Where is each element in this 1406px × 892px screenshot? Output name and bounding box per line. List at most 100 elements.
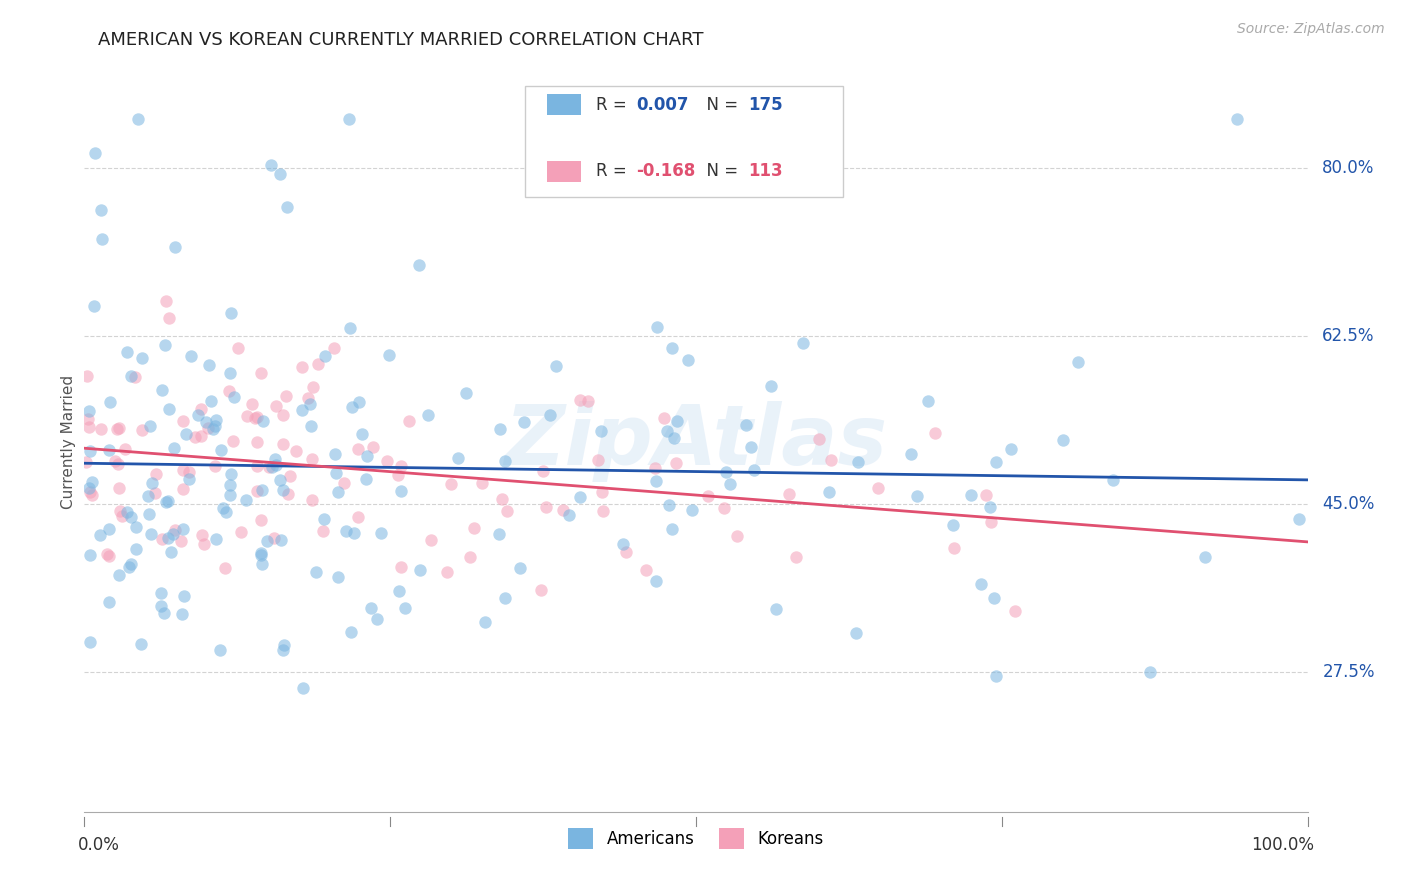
Point (389, 458, 412, 473)
Point (190, 428, 212, 442)
Point (270, 533, 292, 547)
Point (170, 607, 193, 621)
Point (120, 557, 142, 571)
Point (474, 615, 496, 629)
Point (219, 306, 242, 320)
Point (219, 366, 242, 380)
Point (333, 475, 356, 490)
Point (664, 456, 686, 470)
Text: N =: N = (696, 95, 744, 113)
Point (215, 505, 238, 519)
Point (262, 459, 284, 474)
Point (127, 112, 149, 127)
Point (291, 359, 314, 374)
Point (644, 460, 666, 475)
Point (301, 452, 323, 467)
Point (740, 440, 762, 454)
Point (1194, 550, 1216, 565)
Point (742, 463, 765, 477)
Point (79, 403, 101, 417)
Point (534, 500, 557, 514)
Text: -0.168: -0.168 (636, 162, 696, 180)
Point (98, 595, 121, 609)
Point (177, 472, 200, 486)
Point (76, 368, 98, 383)
Point (98, 522, 121, 536)
Point (90, 232, 112, 246)
Point (108, 420, 131, 434)
Point (652, 411, 675, 425)
Point (172, 415, 194, 429)
Point (197, 420, 219, 434)
Point (108, 567, 131, 582)
Point (205, 532, 228, 546)
Point (257, 460, 280, 475)
Point (408, 259, 430, 273)
Point (256, 533, 278, 548)
Point (394, 600, 416, 615)
Point (184, 430, 207, 444)
Point (136, 489, 159, 503)
Point (299, 419, 322, 434)
Point (98, 395, 121, 409)
Point (104, 453, 127, 467)
Point (110, 504, 132, 518)
Point (150, 599, 173, 614)
Point (111, 509, 134, 524)
Point (131, 351, 153, 365)
Point (339, 112, 361, 127)
Point (115, 505, 138, 519)
Point (350, 426, 373, 441)
Point (291, 402, 314, 417)
Point (118, 560, 141, 574)
Point (307, 357, 329, 371)
Point (82, 488, 104, 502)
Point (149, 586, 172, 600)
Point (301, 380, 323, 394)
Point (264, 458, 287, 473)
Point (658, 498, 681, 512)
Point (246, 435, 269, 450)
Point (326, 485, 349, 500)
Point (491, 492, 513, 507)
Point (612, 537, 634, 551)
Point (141, 476, 163, 491)
Point (718, 476, 741, 491)
Point (340, 624, 363, 639)
Point (1139, 665, 1161, 679)
Point (79, 485, 101, 500)
Point (697, 490, 720, 504)
Point (661, 342, 683, 356)
Point (986, 669, 1008, 683)
Text: 0.0%: 0.0% (79, 836, 120, 854)
Point (714, 465, 737, 479)
Point (388, 583, 411, 598)
Point (190, 401, 212, 416)
Point (155, 338, 177, 352)
Point (845, 625, 868, 640)
Point (79, 444, 101, 458)
Point (264, 399, 287, 413)
Point (145, 467, 167, 482)
Point (513, 415, 536, 429)
Point (657, 424, 679, 438)
Text: 45.0%: 45.0% (1322, 495, 1375, 513)
Point (343, 525, 366, 540)
Point (986, 455, 1008, 469)
Point (79, 635, 101, 649)
Point (260, 158, 283, 172)
Point (204, 418, 226, 433)
Point (905, 489, 928, 503)
Point (277, 486, 299, 500)
Point (494, 591, 516, 605)
Point (170, 534, 193, 549)
Text: 0.007: 0.007 (636, 95, 689, 113)
Point (250, 546, 273, 560)
Point (375, 454, 398, 468)
Point (979, 500, 1001, 514)
Point (591, 485, 613, 500)
Point (252, 414, 274, 428)
Point (322, 341, 344, 355)
Point (917, 393, 939, 408)
Point (681, 503, 703, 517)
